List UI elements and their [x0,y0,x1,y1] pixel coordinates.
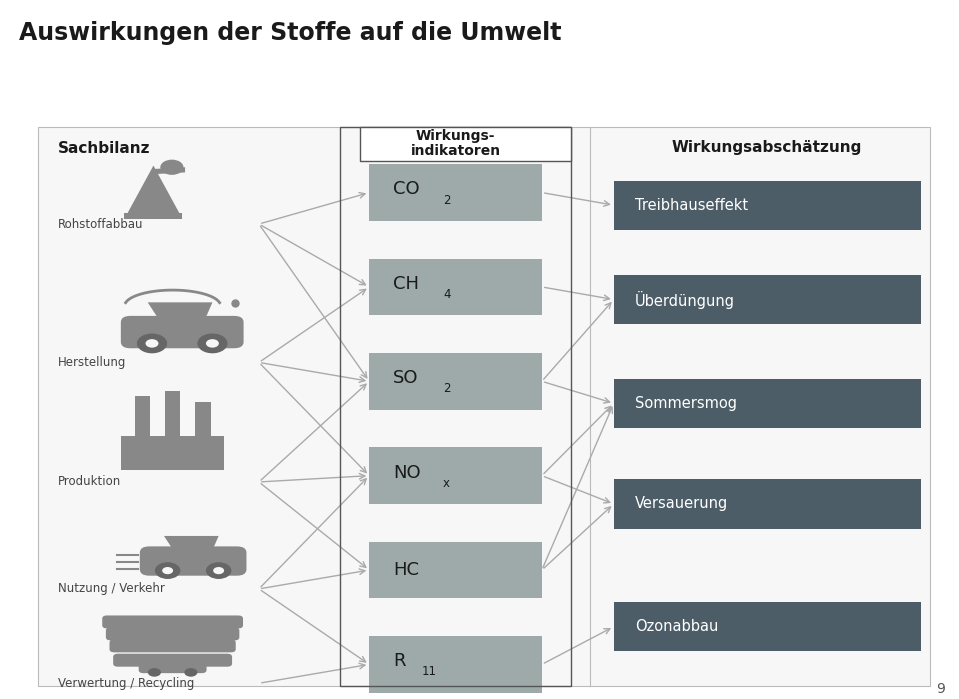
FancyBboxPatch shape [614,379,921,428]
FancyBboxPatch shape [38,127,930,686]
FancyBboxPatch shape [103,615,243,628]
FancyBboxPatch shape [369,447,542,504]
Text: Sachbilanz: Sachbilanz [58,141,150,156]
Text: CH: CH [393,275,419,293]
Text: SO: SO [393,369,419,387]
FancyBboxPatch shape [614,180,921,230]
Text: 2: 2 [443,382,451,396]
Text: Versauerung: Versauerung [635,496,728,512]
Text: Sommersmog: Sommersmog [635,396,737,411]
Text: x: x [443,477,450,490]
FancyBboxPatch shape [369,542,542,598]
FancyBboxPatch shape [369,164,542,221]
FancyBboxPatch shape [121,316,244,348]
FancyBboxPatch shape [369,259,542,315]
Text: Produktion: Produktion [58,475,121,489]
Polygon shape [164,536,219,553]
Text: Überdüngung: Überdüngung [635,291,735,308]
FancyBboxPatch shape [139,657,206,673]
FancyBboxPatch shape [105,628,240,640]
Polygon shape [127,166,180,214]
Circle shape [146,339,158,347]
Text: Nutzung / Verkehr: Nutzung / Verkehr [58,582,164,596]
Text: CO: CO [393,180,420,199]
Text: Auswirkungen der Stoffe auf die Umwelt: Auswirkungen der Stoffe auf die Umwelt [19,21,562,45]
FancyBboxPatch shape [369,636,542,693]
FancyBboxPatch shape [140,547,246,576]
Text: indikatoren: indikatoren [410,145,501,159]
FancyBboxPatch shape [614,275,921,324]
Circle shape [213,567,224,574]
Text: 4: 4 [443,288,451,301]
Text: R: R [393,652,406,670]
FancyBboxPatch shape [614,602,921,651]
Polygon shape [148,303,213,322]
Circle shape [198,333,227,353]
Text: Ozonabbau: Ozonabbau [635,619,718,634]
FancyBboxPatch shape [113,654,232,667]
Text: Verwertung / Recycling: Verwertung / Recycling [58,677,194,690]
Text: Wirkungs-: Wirkungs- [416,129,495,143]
Text: 9: 9 [936,682,945,696]
FancyBboxPatch shape [125,213,182,219]
Circle shape [137,333,167,353]
FancyBboxPatch shape [614,480,921,528]
Text: Treibhauseffekt: Treibhauseffekt [635,198,748,212]
FancyBboxPatch shape [369,353,542,410]
Text: 11: 11 [422,665,437,679]
Circle shape [184,668,198,677]
FancyBboxPatch shape [134,396,151,436]
Circle shape [206,562,231,579]
Circle shape [148,668,161,677]
Polygon shape [153,167,185,174]
Text: Wirkungsabschätzung: Wirkungsabschätzung [672,140,862,154]
Circle shape [155,562,180,579]
FancyBboxPatch shape [121,436,224,470]
Text: 2: 2 [443,194,451,207]
Text: HC: HC [393,561,419,579]
Text: Herstellung: Herstellung [58,356,126,369]
Circle shape [160,159,183,175]
Text: Rohstoffabbau: Rohstoffabbau [58,217,143,231]
FancyBboxPatch shape [165,391,180,436]
FancyBboxPatch shape [360,127,571,161]
FancyBboxPatch shape [195,402,211,436]
Text: NO: NO [393,463,421,482]
Circle shape [206,339,219,347]
FancyBboxPatch shape [109,640,236,652]
Circle shape [162,567,174,574]
